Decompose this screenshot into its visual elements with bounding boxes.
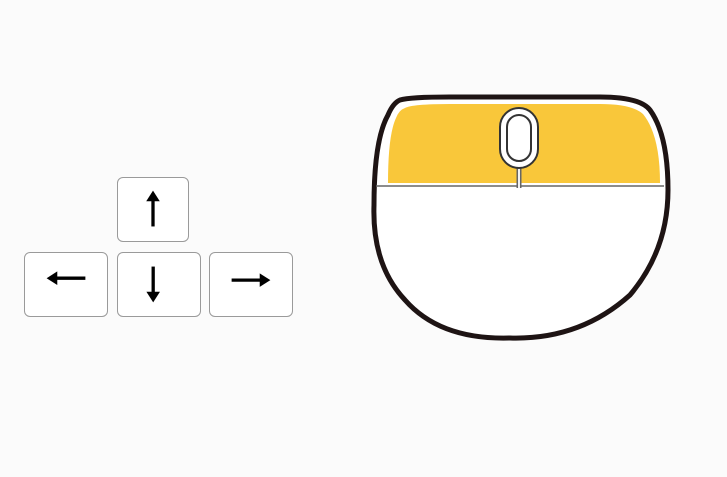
arrow-right-key[interactable] [209,252,293,317]
arrow-down-key[interactable] [117,252,201,317]
arrow-up-key[interactable] [117,177,189,242]
arrow-up-icon [146,190,160,227]
mouse-icon [371,94,671,341]
arrow-down-icon [146,266,160,303]
arrow-left-key[interactable] [24,252,108,317]
arrow-left-icon [46,271,86,285]
arrow-right-icon [231,273,271,287]
